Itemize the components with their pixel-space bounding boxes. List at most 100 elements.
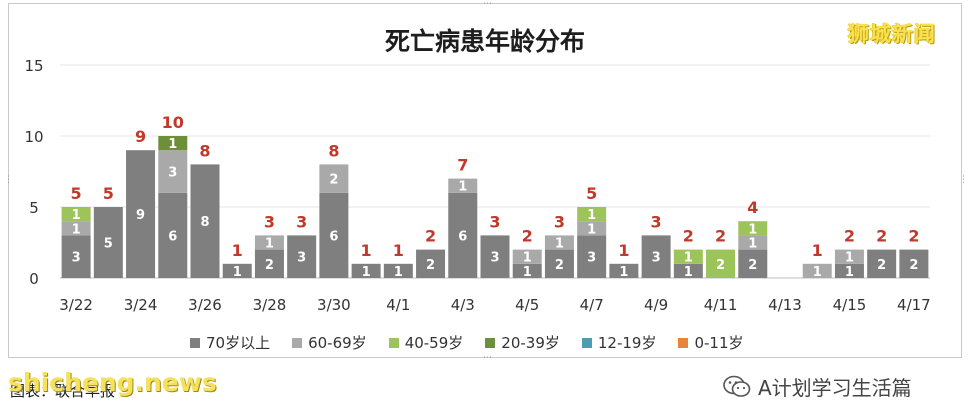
total-value-label: 2 <box>715 227 726 246</box>
x-tick-label: 4/17 <box>897 296 931 314</box>
total-value-label: 2 <box>844 227 855 246</box>
bar-segment <box>158 136 188 151</box>
segment-value-label: 6 <box>458 229 467 244</box>
segment-value-label: 1 <box>265 237 274 252</box>
total-value-label: 5 <box>71 184 82 203</box>
total-value-label: 1 <box>232 241 243 260</box>
total-value-label: 5 <box>103 184 114 203</box>
chart-title: 死亡病患年龄分布 <box>384 27 585 56</box>
bar-segment <box>899 249 929 278</box>
total-value-label: 9 <box>135 127 146 146</box>
segment-value-label: 1 <box>845 251 854 266</box>
account-name: A计划学习生活篇 <box>758 376 912 400</box>
resize-handle-bottom[interactable]: ⋯ <box>483 353 492 363</box>
total-value-label: 8 <box>328 141 339 160</box>
segment-value-label: 1 <box>813 265 822 280</box>
total-value-label: 5 <box>586 184 597 203</box>
x-tick-label: 4/9 <box>644 296 668 314</box>
bar-segment <box>641 235 671 278</box>
total-value-label: 2 <box>683 227 694 246</box>
resize-handle-right[interactable]: ⋮ <box>959 175 968 185</box>
legend-label: 0-11岁 <box>694 334 744 352</box>
bar-segment <box>544 249 574 278</box>
bar-segment <box>61 221 91 236</box>
legend-item: 40-59岁 <box>388 332 464 353</box>
bar-segment <box>609 263 639 278</box>
source-caption: 图表：联合早报 <box>10 382 116 400</box>
segment-value-label: 2 <box>555 258 564 273</box>
x-tick-label: 3/24 <box>124 296 158 314</box>
segment-value-label: 5 <box>104 237 113 252</box>
bar-segment <box>577 221 607 236</box>
segment-value-label: 6 <box>329 229 338 244</box>
x-tick-label: 4/3 <box>451 296 475 314</box>
bar-segment <box>254 235 284 250</box>
bar-segment <box>577 207 607 222</box>
total-value-label: 4 <box>747 198 758 217</box>
segment-value-label: 1 <box>619 265 628 280</box>
bar-segment <box>383 263 413 278</box>
legend-item: 60-69岁 <box>292 332 367 353</box>
bar-segment <box>287 235 317 278</box>
bar-segment <box>222 263 252 278</box>
resize-handle-left[interactable]: ⋮ <box>4 175 13 185</box>
total-value-label: 2 <box>425 227 436 246</box>
total-value-label: 1 <box>361 241 372 260</box>
total-value-label: 3 <box>264 212 275 231</box>
segment-value-label: 1 <box>748 237 757 252</box>
total-value-label: 10 <box>162 113 184 132</box>
bar-segment <box>61 207 91 222</box>
segment-value-label: 1 <box>523 265 532 280</box>
segment-value-label: 3 <box>72 251 81 266</box>
bar-segment <box>544 235 574 250</box>
x-tick-label: 3/30 <box>317 296 351 314</box>
segment-value-label: 1 <box>684 251 693 266</box>
bar-segment <box>834 263 864 278</box>
segment-value-label: 1 <box>587 208 596 223</box>
legend-item: 12-19岁 <box>581 332 656 353</box>
total-value-label: 2 <box>522 227 533 246</box>
bar-segment <box>706 249 736 278</box>
wechat-account[interactable]: A计划学习生活篇 <box>722 372 912 401</box>
segment-value-label: 2 <box>877 258 886 273</box>
segment-value-label: 1 <box>233 265 242 280</box>
segment-value-label: 1 <box>684 265 693 280</box>
bar-segment <box>448 192 478 278</box>
x-tick-label: 3/22 <box>59 296 93 314</box>
bar-segment <box>351 263 381 278</box>
segment-value-label: 9 <box>136 208 145 223</box>
total-value-label: 3 <box>554 212 565 231</box>
segment-value-label: 1 <box>72 208 81 223</box>
segment-value-label: 8 <box>200 215 209 230</box>
stacked-bar-chart: 05101531153/2255993/2463110883/26112133/… <box>24 57 931 314</box>
segment-value-label: 1 <box>362 265 371 280</box>
bar-segment <box>319 192 349 278</box>
bar-segment <box>512 249 542 264</box>
bar-segment <box>158 192 188 278</box>
legend-label: 40-59岁 <box>404 334 464 352</box>
segment-value-label: 1 <box>458 180 467 195</box>
bar-segment <box>738 249 768 278</box>
total-value-label: 3 <box>489 212 500 231</box>
legend-swatch <box>485 337 496 348</box>
resize-handle-top[interactable]: ⋯ <box>483 0 492 9</box>
legend-item: 0-11岁 <box>678 332 744 353</box>
bar-segment <box>93 207 123 278</box>
bar-segment <box>190 164 220 278</box>
x-tick-label: 3/26 <box>188 296 222 314</box>
legend-item: 20-39岁 <box>485 332 560 353</box>
total-value-label: 2 <box>876 227 887 246</box>
legend-label: 70岁以上 <box>206 334 271 352</box>
bar-segment <box>673 263 703 278</box>
bar-segment <box>126 150 156 278</box>
y-tick-label: 5 <box>29 199 39 217</box>
x-tick-label: 4/15 <box>833 296 867 314</box>
legend-label: 60-69岁 <box>308 334 367 352</box>
segment-value-label: 3 <box>587 251 596 266</box>
bar-segment <box>738 235 768 250</box>
wechat-icon <box>723 375 751 397</box>
total-value-label: 1 <box>812 241 823 260</box>
bar-segment <box>673 249 703 264</box>
x-tick-label: 4/5 <box>515 296 539 314</box>
legend-swatch <box>292 337 303 348</box>
